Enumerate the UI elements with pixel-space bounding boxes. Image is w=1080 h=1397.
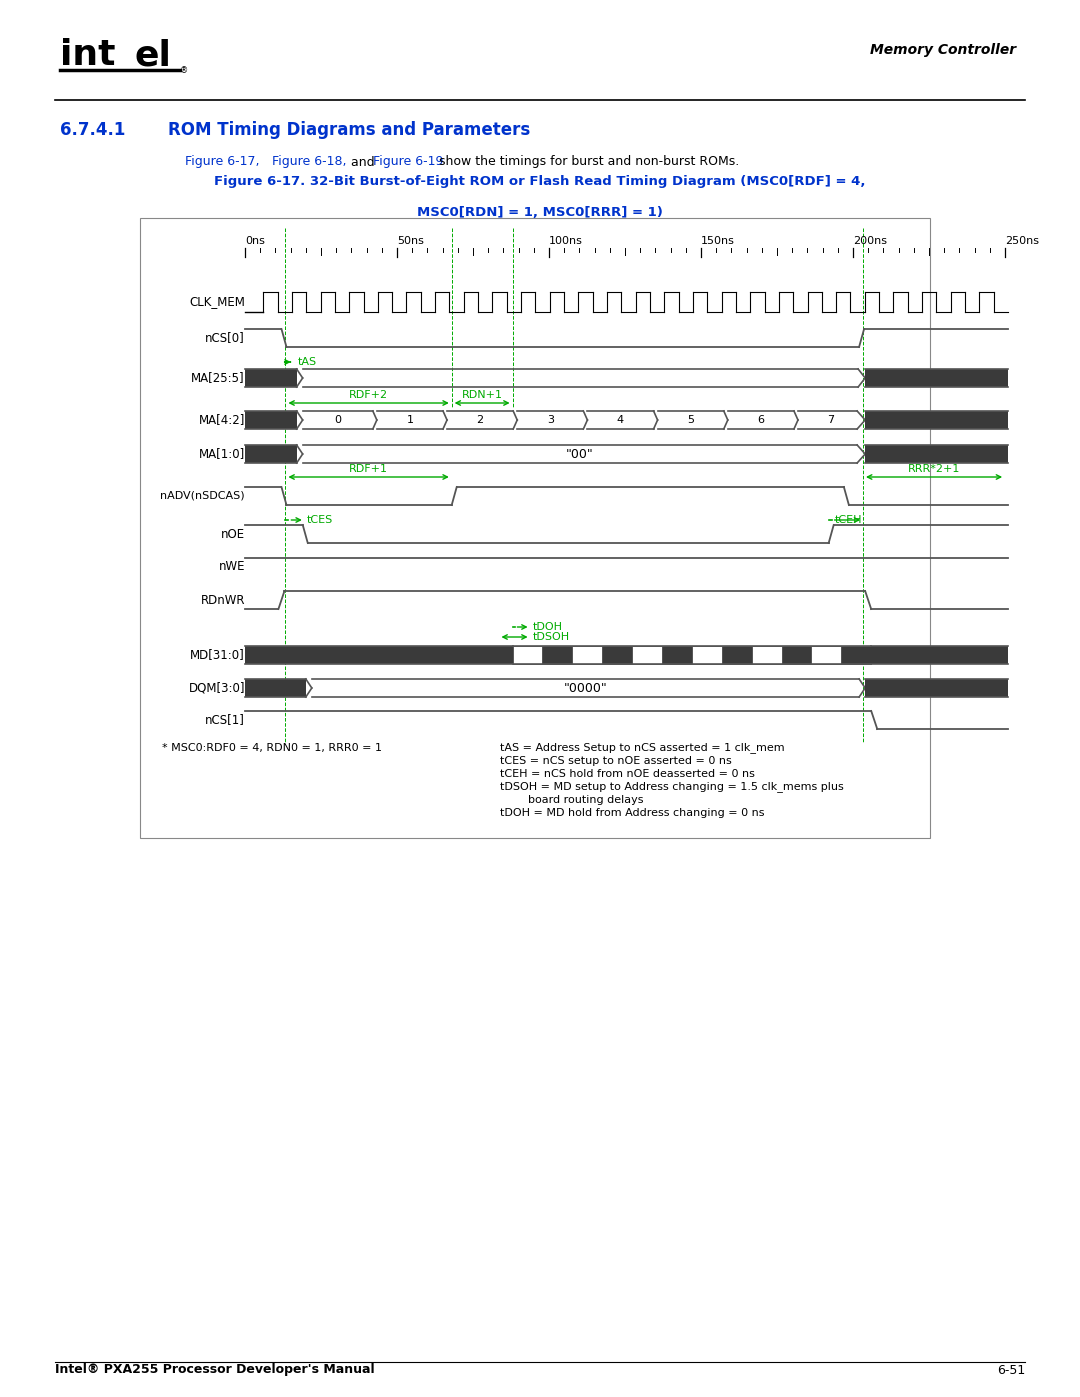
Bar: [811, 645, 841, 664]
Text: tAS = Address Setup to nCS asserted = 1 clk_mem: tAS = Address Setup to nCS asserted = 1 …: [500, 743, 785, 753]
Text: 6: 6: [757, 415, 765, 425]
Bar: [245, 411, 297, 429]
Bar: [140, 218, 930, 838]
Text: 3: 3: [546, 415, 554, 425]
Text: Figure 6-19: Figure 6-19: [373, 155, 444, 169]
Text: tDOH = MD hold from Address changing = 0 ns: tDOH = MD hold from Address changing = 0…: [500, 807, 765, 819]
Bar: [692, 645, 721, 664]
Text: RDF+1: RDF+1: [349, 464, 388, 474]
Text: Memory Controller: Memory Controller: [870, 43, 1016, 57]
Text: 50ns: 50ns: [397, 236, 423, 246]
Text: 6-51: 6-51: [997, 1363, 1025, 1376]
Text: el: el: [135, 38, 172, 73]
Bar: [865, 411, 1008, 429]
Text: and: and: [347, 155, 379, 169]
Text: int: int: [60, 38, 116, 73]
Text: MA[1:0]: MA[1:0]: [199, 447, 245, 461]
Text: RDN+1: RDN+1: [461, 390, 502, 400]
Text: 4: 4: [617, 415, 624, 425]
Text: RDF+2: RDF+2: [349, 390, 388, 400]
Text: board routing delays: board routing delays: [500, 795, 644, 805]
Bar: [865, 679, 1008, 697]
Bar: [603, 645, 632, 664]
Bar: [841, 645, 872, 664]
Text: MD[31:0]: MD[31:0]: [190, 648, 245, 662]
Text: MA[25:5]: MA[25:5]: [191, 372, 245, 384]
Text: Intel® PXA255 Processor Developer's Manual: Intel® PXA255 Processor Developer's Manu…: [55, 1363, 375, 1376]
Text: 5: 5: [687, 415, 694, 425]
Bar: [865, 446, 1008, 462]
Text: nCS[1]: nCS[1]: [205, 714, 245, 726]
Bar: [662, 645, 692, 664]
Text: 1: 1: [406, 415, 414, 425]
Text: nADV(nSDCAS): nADV(nSDCAS): [160, 490, 245, 502]
Text: nCS[0]: nCS[0]: [205, 331, 245, 345]
Text: 2: 2: [476, 415, 484, 425]
Bar: [572, 645, 603, 664]
Text: 6.7.4.1: 6.7.4.1: [60, 122, 125, 138]
Text: ®: ®: [180, 66, 188, 75]
Bar: [245, 446, 297, 462]
Text: 0: 0: [334, 415, 341, 425]
Bar: [542, 645, 572, 664]
Text: nOE: nOE: [221, 528, 245, 541]
Text: 200ns: 200ns: [853, 236, 887, 246]
Text: RRR*2+1: RRR*2+1: [908, 464, 960, 474]
Text: 0ns: 0ns: [245, 236, 265, 246]
Bar: [872, 645, 1008, 664]
Text: RDnWR: RDnWR: [201, 594, 245, 606]
Text: 7: 7: [827, 415, 835, 425]
Text: tCEH: tCEH: [835, 515, 862, 525]
Bar: [752, 645, 782, 664]
Text: ROM Timing Diagrams and Parameters: ROM Timing Diagrams and Parameters: [168, 122, 530, 138]
Bar: [245, 645, 513, 664]
Bar: [632, 645, 662, 664]
Bar: [782, 645, 811, 664]
Text: 250ns: 250ns: [1005, 236, 1039, 246]
Text: DQM[3:0]: DQM[3:0]: [189, 682, 245, 694]
Text: MA[4:2]: MA[4:2]: [199, 414, 245, 426]
Text: tDSOH: tDSOH: [532, 631, 569, 643]
Text: * MSC0:RDF0 = 4, RDN0 = 1, RRR0 = 1: * MSC0:RDF0 = 4, RDN0 = 1, RRR0 = 1: [162, 743, 382, 753]
Text: CLK_MEM: CLK_MEM: [189, 296, 245, 309]
Text: nWE: nWE: [218, 560, 245, 574]
Text: MSC0[RDN] = 1, MSC0[RRR] = 1): MSC0[RDN] = 1, MSC0[RRR] = 1): [417, 205, 663, 218]
Text: "00": "00": [566, 447, 594, 461]
Text: tDSOH = MD setup to Address changing = 1.5 clk_mems plus: tDSOH = MD setup to Address changing = 1…: [500, 781, 843, 792]
Bar: [245, 369, 297, 387]
Text: 150ns: 150ns: [701, 236, 734, 246]
Text: show the timings for burst and non-burst ROMs.: show the timings for burst and non-burst…: [435, 155, 739, 169]
Text: Figure 6-18,: Figure 6-18,: [268, 155, 347, 169]
Text: Figure 6-17,: Figure 6-17,: [185, 155, 259, 169]
Text: tAS: tAS: [298, 358, 316, 367]
Bar: [513, 645, 542, 664]
Bar: [865, 369, 1008, 387]
Text: tCES = nCS setup to nOE asserted = 0 ns: tCES = nCS setup to nOE asserted = 0 ns: [500, 756, 732, 766]
Text: 100ns: 100ns: [549, 236, 583, 246]
Bar: [721, 645, 752, 664]
Text: "0000": "0000": [564, 682, 607, 694]
Text: Figure 6-17. 32-Bit Burst-of-Eight ROM or Flash Read Timing Diagram (MSC0[RDF] =: Figure 6-17. 32-Bit Burst-of-Eight ROM o…: [214, 176, 866, 189]
Text: tCEH = nCS hold from nOE deasserted = 0 ns: tCEH = nCS hold from nOE deasserted = 0 …: [500, 768, 755, 780]
Bar: [245, 679, 306, 697]
Text: tDOH: tDOH: [532, 622, 563, 631]
Text: tCES: tCES: [307, 515, 333, 525]
